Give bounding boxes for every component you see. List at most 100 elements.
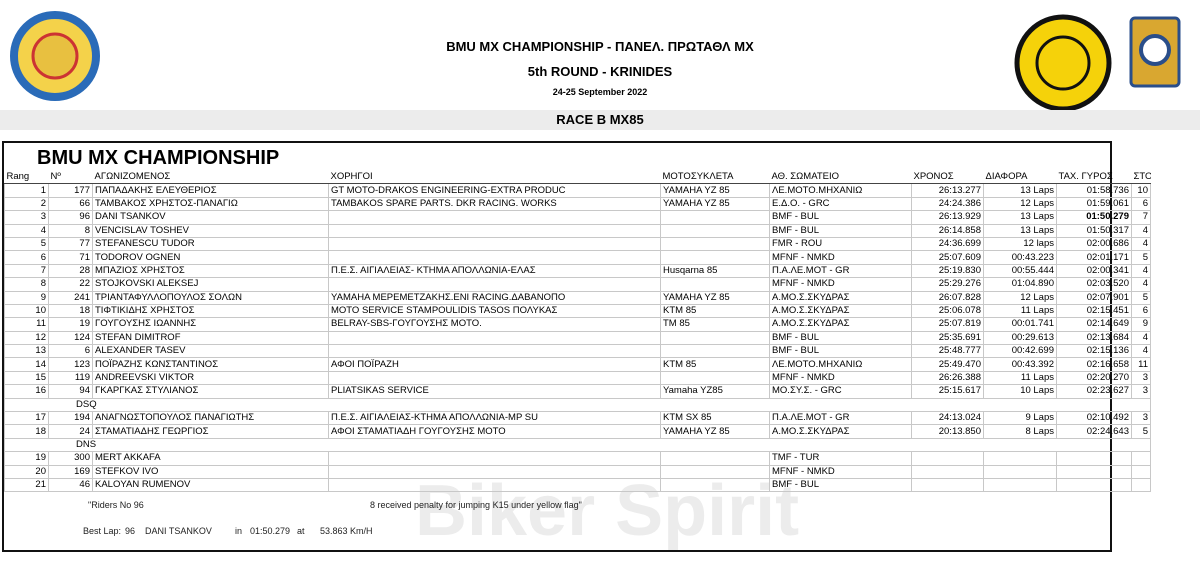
cell-best: 02:03.520 bbox=[1056, 277, 1132, 292]
cell-rank: 21 bbox=[4, 477, 49, 493]
cell-time: 24:36.699 bbox=[911, 236, 984, 252]
cell-sponsor bbox=[328, 277, 661, 292]
cell-bike: YAMAHA YZ 85 bbox=[660, 196, 770, 212]
best-lap-at: at bbox=[297, 526, 305, 536]
cell-rider: ΓΟΥΓΟΥΣΗΣ ΙΩΑΝΝΗΣ bbox=[92, 317, 329, 332]
cell-bike bbox=[660, 464, 770, 479]
cell-diff: 11 Laps bbox=[983, 303, 1057, 319]
cell-club: ΛΕ.ΜΟΤΟ.ΜΗΧΑΝΙΩ bbox=[769, 183, 912, 198]
cell-lap: 5 bbox=[1131, 424, 1151, 439]
cell-rank: 9 bbox=[4, 290, 49, 305]
column-header: ΔΙΑΦΟΡΑ bbox=[983, 171, 1057, 185]
cell-best bbox=[1056, 451, 1132, 466]
cell-time: 26:07.828 bbox=[911, 290, 984, 305]
cell-diff: 00:55.444 bbox=[983, 263, 1057, 279]
cell-time: 25:15.617 bbox=[911, 384, 984, 399]
cell-time: 25:19.830 bbox=[911, 263, 984, 279]
cell-rank: 2 bbox=[4, 196, 49, 212]
cell-club: BMF - BUL bbox=[769, 210, 912, 225]
cell-diff: 9 Laps bbox=[983, 411, 1057, 426]
cell-no: 300 bbox=[48, 451, 93, 466]
cell-bike bbox=[660, 477, 770, 493]
cell-rider: ΠΑΠΑΔΑΚΗΣ ΕΛΕΥΘΕΡΙΟΣ bbox=[92, 183, 329, 198]
cell-rider: STEFAN DIMITROF bbox=[92, 330, 329, 346]
cell-rider: ΠΟΪΡΑΖΗΣ ΚΩΝΣΤΑΝΤΙΝΟΣ bbox=[92, 357, 329, 372]
cell-bike: Yamaha YZ85 bbox=[660, 384, 770, 399]
cell-no: 96 bbox=[48, 210, 93, 225]
cell-rank: 8 bbox=[4, 277, 49, 292]
cell-lap: 9 bbox=[1131, 317, 1151, 332]
cell-lap: 4 bbox=[1131, 330, 1151, 346]
cell-best: 02:07.901 bbox=[1056, 290, 1132, 305]
cell-no: 194 bbox=[48, 411, 93, 426]
date: 24-25 September 2022 bbox=[552, 87, 648, 97]
cell-no: 6 bbox=[48, 344, 93, 359]
row: 2 66 ΤΑΜΒΑΚΟΣ ΧΡΗΣΤΟΣ-ΠΑΝΑΓΙΩ TAMBAKOS SPAR… bbox=[4, 196, 1151, 212]
column-header: ΜΟΤΟΣΥΚΛΕΤΑ bbox=[660, 171, 770, 185]
cell-time: 24:13.024 bbox=[911, 411, 984, 426]
cell-best: 02:00.341 bbox=[1056, 263, 1132, 279]
cell-time bbox=[911, 477, 984, 493]
cell-time: 25:07.819 bbox=[911, 317, 984, 332]
cell-best: 02:10.492 bbox=[1056, 411, 1132, 426]
cell-bike bbox=[660, 344, 770, 359]
cell-time: 25:35.691 bbox=[911, 330, 984, 346]
cell-bike: TM 85 bbox=[660, 317, 770, 332]
cell-best: 02:24.643 bbox=[1056, 424, 1132, 439]
cell-no: 94 bbox=[48, 384, 93, 399]
cell-diff bbox=[983, 477, 1057, 493]
cell-sponsor bbox=[328, 236, 661, 252]
cell-rank: 17 bbox=[4, 411, 49, 426]
cell-lap: 11 bbox=[1131, 357, 1151, 372]
cell-rank: 1 bbox=[4, 183, 49, 198]
cell-lap: 5 bbox=[1131, 290, 1151, 305]
section-label: DNS bbox=[4, 437, 1151, 453]
cell-best: 01:50.279 bbox=[1056, 210, 1132, 225]
cell-lap: 6 bbox=[1131, 303, 1151, 319]
row: 12 124 STEFAN DIMITROF BMF - BUL 25:35.691 00… bbox=[4, 330, 1151, 346]
row: 16 94 ΓΚΑΡΓΚΑΣ ΣΤΥΛΙΑΝΟΣ PLIATSIKAS SERVICE… bbox=[4, 384, 1151, 399]
cell-best: 02:20.270 bbox=[1056, 370, 1132, 386]
cell-rank: 13 bbox=[4, 344, 49, 359]
cell-diff: 01:04.890 bbox=[983, 277, 1057, 292]
row: 1 177 ΠΑΠΑΔΑΚΗΣ ΕΛΕΥΘΕΡΙΟΣ GT MOTO-DRAKOS E… bbox=[4, 183, 1151, 198]
row: 17 194 ΑΝΑΓΝΩΣΤΟΠΟΥΛΟΣ ΠΑΝΑΓΙΩΤΗΣ Π.Ε.Σ. ΑΙ… bbox=[4, 411, 1151, 426]
column-header: ΧΡΟΝΟΣ bbox=[911, 171, 984, 185]
left-logo-core bbox=[31, 32, 79, 80]
cell-bike bbox=[660, 370, 770, 386]
cell-no: 123 bbox=[48, 357, 93, 372]
cell-bike bbox=[660, 210, 770, 225]
cell-rank: 15 bbox=[4, 370, 49, 386]
cell-no: 241 bbox=[48, 290, 93, 305]
best-lap-in: in bbox=[235, 526, 243, 536]
cell-time bbox=[911, 451, 984, 466]
logos bbox=[10, 11, 1181, 110]
cell-lap: 3 bbox=[1131, 411, 1151, 426]
row: 8 22 STOJKOVSKI ALEKSEJ MFNF - NMKD 25:29.27… bbox=[4, 277, 1151, 292]
cell-rank: 19 bbox=[4, 451, 49, 466]
cell-rank: 3 bbox=[4, 210, 49, 225]
row: 13 6 ALEXANDER TASEV BMF - BUL 25:48.777 00:4… bbox=[4, 344, 1151, 359]
cell-lap: 3 bbox=[1131, 384, 1151, 399]
cell-diff: 00:29.613 bbox=[983, 330, 1057, 346]
best-lap-label: Best Lap: bbox=[83, 526, 122, 536]
row: 10 18 ΤΙΦΤΙΚΙΔΗΣ ΧΡΗΣΤΟΣ MOTO SERVICE STAMP… bbox=[4, 303, 1151, 319]
cell-club: BMF - BUL bbox=[769, 330, 912, 346]
column-header: ΧΟΡΗΓΟΙ bbox=[328, 171, 661, 185]
club-logo-core bbox=[1035, 35, 1091, 91]
cell-time: 26:14.858 bbox=[911, 223, 984, 238]
note: "Riders No 96 bbox=[88, 500, 144, 510]
row: 11 19 ΓΟΥΓΟΥΣΗΣ ΙΩΑΝΝΗΣ BELRAY-SBS-ΓΟΥΓΟΥΣΗ… bbox=[4, 317, 1151, 332]
cell-time: 26:13.929 bbox=[911, 210, 984, 225]
best-lap-speed: 53.863 Km/H bbox=[320, 526, 373, 536]
cell-rank: 7 bbox=[4, 263, 49, 279]
row: DSQ bbox=[4, 397, 1151, 413]
cell-time: 26:26.388 bbox=[911, 370, 984, 386]
cell-lap: 3 bbox=[1131, 370, 1151, 386]
cell-best: 01:58.736 bbox=[1056, 183, 1132, 198]
cell-sponsor: TAMBAKOS SPARE PARTS. DKR RACING. WORKS bbox=[328, 196, 661, 212]
cell-time: 24:24.386 bbox=[911, 196, 984, 212]
cell-club: Ε.Δ.Ο. - GRC bbox=[769, 196, 912, 212]
cell-bike: YAMAHA YZ 85 bbox=[660, 183, 770, 198]
cell-no: 24 bbox=[48, 424, 93, 439]
